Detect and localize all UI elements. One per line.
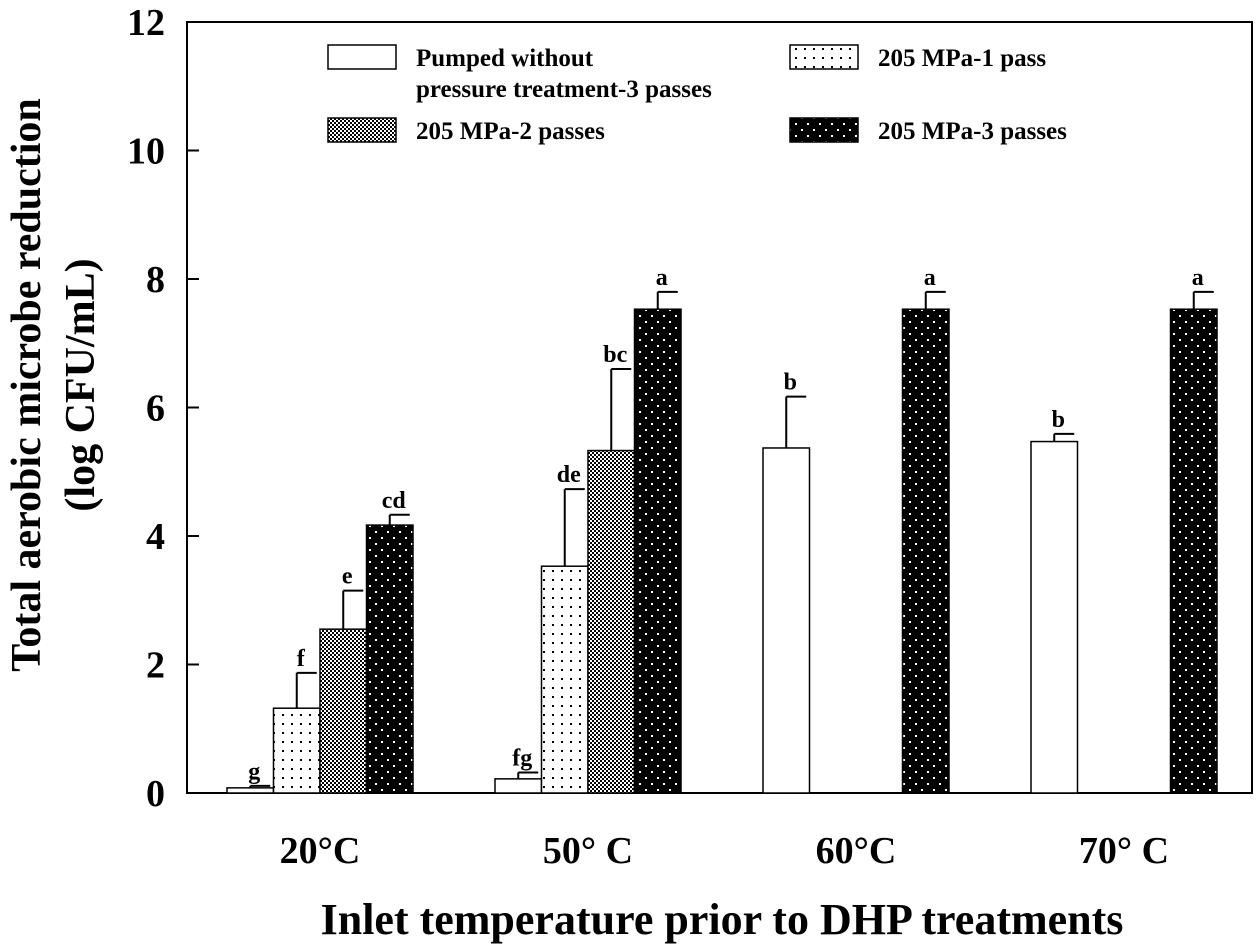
bar	[226, 787, 275, 794]
significance-label: fg	[512, 745, 532, 771]
legend-entry: Pumped without	[416, 45, 594, 72]
bar	[587, 449, 636, 794]
bar	[901, 308, 950, 794]
significance-label: e	[342, 564, 353, 590]
legend-entry: 205 MPa-2 passes	[416, 118, 605, 145]
y-tick-label: 2	[146, 645, 165, 687]
bar	[272, 707, 321, 794]
legend: Pumped without pressure treatment-3 passe…	[327, 44, 1067, 145]
y-tick-label: 0	[146, 773, 165, 815]
significance-label: g	[248, 759, 260, 785]
x-tick-label: 20°C	[280, 830, 361, 872]
y-tick-label: 4	[146, 516, 165, 558]
legend-swatch	[327, 117, 397, 143]
significance-label: a	[1192, 265, 1204, 291]
significance-label: cd	[382, 488, 407, 514]
legend-entry: 205 MPa-1 pass	[878, 45, 1046, 72]
legend-swatch	[789, 44, 859, 70]
bar	[1030, 440, 1079, 794]
x-tick-label: 70° C	[1079, 830, 1169, 872]
significance-label: bc	[603, 342, 627, 368]
x-axis-label: Inlet temperature prior to DHP treatment…	[321, 895, 1124, 944]
y-tick-label: 12	[127, 2, 165, 44]
legend-swatch	[789, 117, 859, 143]
bar	[365, 524, 414, 794]
significance-label: f	[297, 646, 306, 672]
legend-swatch	[327, 44, 397, 70]
plot-area: 0 2 4 6 8 10 12 20°C g f e cd 50° C fg de bc a 60°C b a 70° …	[127, 2, 1253, 872]
y-tick-label: 8	[146, 259, 165, 301]
bar	[633, 308, 682, 794]
y-tick-label: 10	[127, 131, 165, 173]
bar	[494, 778, 543, 794]
bar	[540, 565, 589, 794]
legend-entry: 205 MPa-3 passes	[878, 118, 1067, 145]
significance-label: b	[784, 370, 797, 396]
y-tick-label: 6	[146, 388, 165, 430]
significance-label: a	[924, 265, 936, 291]
y-axis-label-line2: (log CFU/mL)	[58, 258, 104, 511]
bar	[1169, 308, 1218, 794]
bar	[762, 447, 811, 794]
significance-label: a	[656, 265, 668, 291]
legend-entry: pressure treatment-3 passes	[416, 76, 712, 103]
significance-label: de	[557, 462, 581, 488]
bar	[319, 628, 368, 794]
x-tick-label: 60°C	[816, 830, 897, 872]
significance-label: b	[1052, 407, 1065, 433]
y-axis-label-line1: Total aerobic microbe reduction	[4, 98, 50, 672]
x-tick-label: 50° C	[543, 830, 633, 872]
